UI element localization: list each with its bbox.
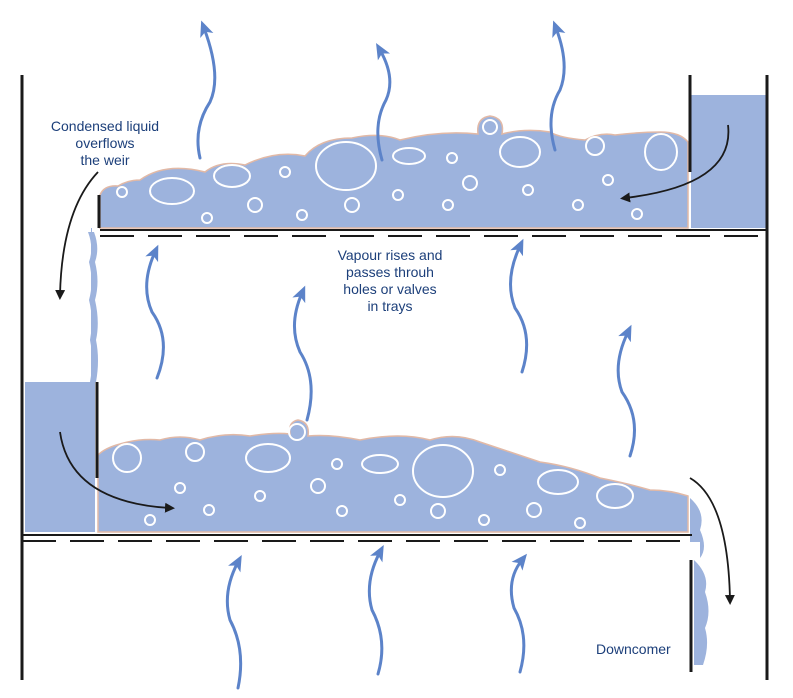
bubble: [185, 442, 205, 462]
lower-inlet-flow-arrow: [59, 431, 175, 513]
lower-tray: [22, 534, 692, 542]
upper-inlet-flow-arrow: [620, 124, 730, 203]
bubble: [201, 212, 213, 224]
right-downcomer-pool: [694, 560, 709, 665]
bubble: [361, 454, 399, 474]
column-structure: [20, 75, 769, 680]
liquid-layers: [25, 95, 766, 665]
bubble: [494, 464, 506, 476]
bubble: [522, 184, 534, 196]
vapour-arrow: [376, 43, 392, 162]
bubble: [482, 119, 498, 135]
bubble: [279, 166, 291, 178]
vapour-label: Vapour rises and passes throuh holes or …: [337, 247, 443, 314]
overflow-down-arrow: [55, 171, 99, 300]
bubble: [478, 514, 490, 526]
vapour-arrow: [509, 238, 529, 374]
vapour-arrows: [145, 20, 636, 690]
bubble: [149, 177, 195, 205]
liquid-flow-arrows: [55, 124, 735, 605]
vapour-arrow: [292, 285, 313, 422]
bubble: [596, 483, 634, 509]
bubble: [537, 469, 579, 495]
bubble: [344, 197, 360, 213]
bubble: [315, 141, 377, 191]
bubble: [254, 490, 266, 502]
bubbles: [112, 119, 678, 529]
vapour-arrow: [225, 554, 243, 690]
bubble: [499, 136, 541, 168]
bubble: [392, 147, 426, 165]
upper-tray: [100, 229, 767, 237]
bubble: [430, 503, 446, 519]
vapour-arrow: [616, 324, 636, 458]
upper-inlet-liquid: [691, 95, 766, 228]
vapour-arrow: [367, 544, 384, 676]
lower-inlet-liquid: [25, 382, 95, 532]
left-downcomer-gap-cover: [25, 228, 91, 382]
bubble: [394, 494, 406, 506]
bubble: [585, 136, 605, 156]
bubble: [602, 174, 614, 186]
bubble: [574, 517, 586, 529]
bubble: [631, 208, 643, 220]
vapour-arrow: [145, 244, 165, 380]
bubble: [331, 458, 343, 470]
vapour-arrow: [549, 20, 566, 152]
bubble: [116, 186, 128, 198]
bubble: [442, 199, 454, 211]
downcomer-label: Downcomer: [596, 641, 671, 657]
upper-tray-froth: [99, 115, 689, 229]
bubble: [112, 443, 142, 473]
bubble: [462, 175, 478, 191]
bubble: [446, 152, 458, 164]
bubble: [310, 478, 326, 494]
downcomer-flow-arrow: [689, 477, 735, 605]
bubble: [174, 482, 186, 494]
vapour-arrow: [509, 553, 527, 674]
bubble: [336, 505, 348, 517]
right-downcomer-liquid: [690, 498, 704, 558]
bubble: [644, 133, 678, 171]
lower-tray-froth: [97, 419, 689, 533]
bubble: [247, 197, 263, 213]
bubble: [392, 189, 404, 201]
bubble: [203, 504, 215, 516]
bubble: [412, 444, 474, 498]
bubble: [572, 199, 584, 211]
left-overflow-stream: [88, 232, 98, 382]
bubble: [526, 502, 542, 518]
bubble: [288, 423, 306, 441]
bubble: [213, 164, 251, 188]
bubble: [296, 209, 308, 221]
bubble: [245, 443, 291, 473]
condensed-liquid-label: Condensed liquid overflows the weir: [50, 118, 160, 168]
vapour-arrow: [196, 20, 217, 160]
bubble: [144, 514, 156, 526]
